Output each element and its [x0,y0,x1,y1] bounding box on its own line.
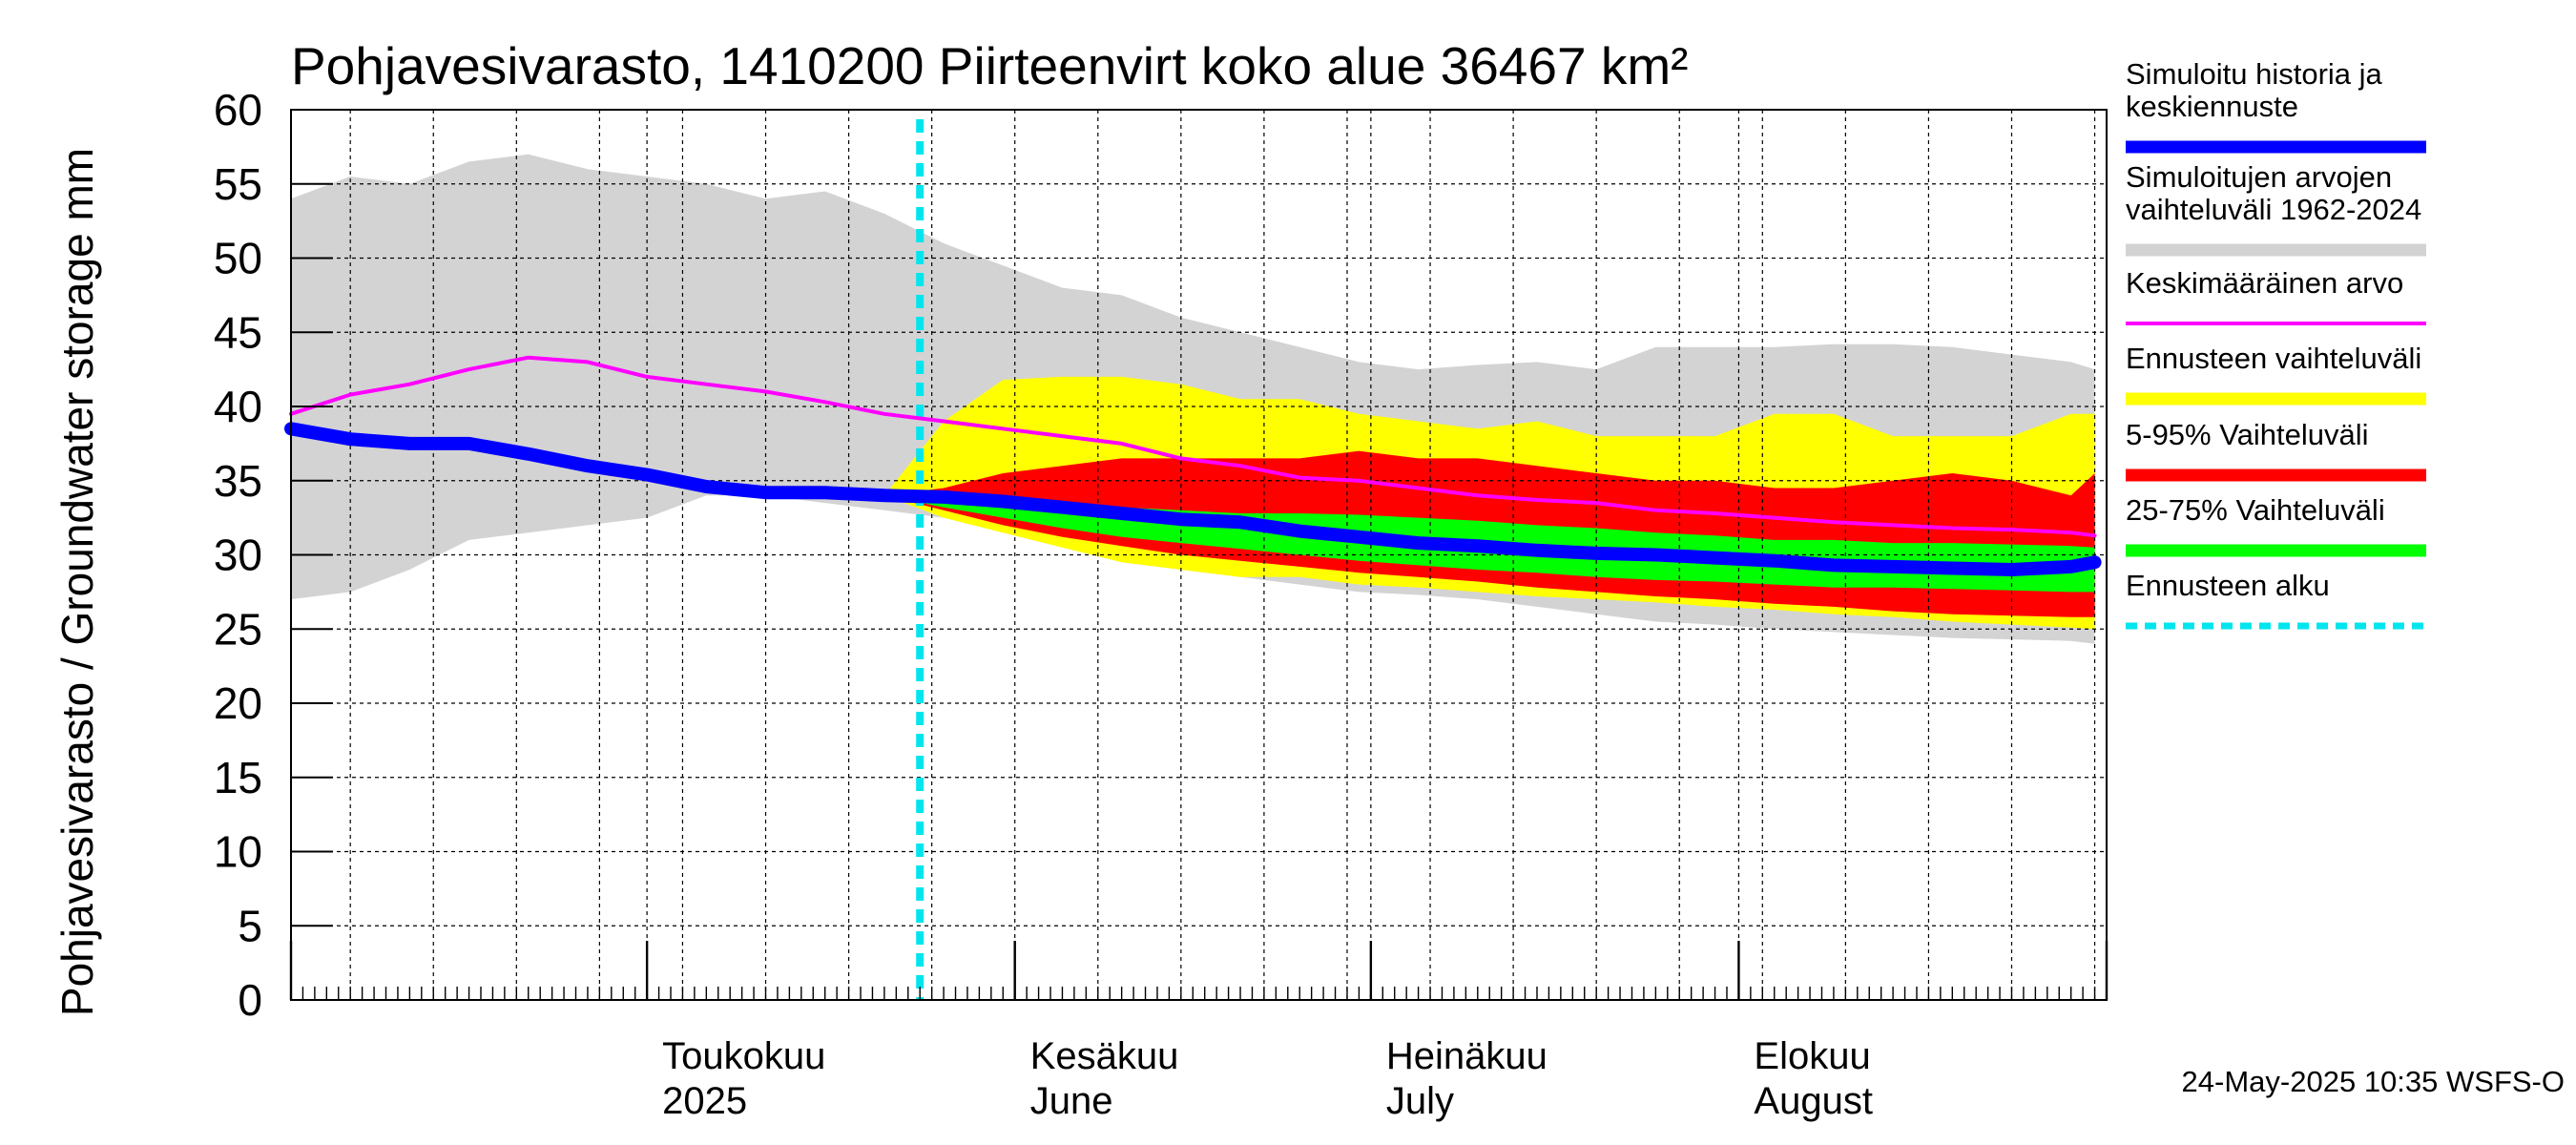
y-tick-label: 60 [214,85,262,135]
y-tick-labels: 0 5 10 15 20 25 30 35 40 45 50 55 60 [214,85,262,1025]
legend-label: keskiennuste [2126,90,2298,123]
y-tick-label: 20 [214,678,262,728]
y-tick-label: 45 [214,307,262,357]
month-label-fi: Toukokuu [662,1035,825,1077]
month-label-en: August [1754,1080,1873,1122]
y-tick-label: 10 [214,827,262,877]
legend-label: Ennusteen vaihteluväli [2126,342,2421,375]
y-axis-label: Pohjavesivarasto / Groundwater storage m… [52,148,102,1016]
y-tick-label: 55 [214,159,262,209]
average-line [289,355,2097,538]
legend-label: Simuloitu historia ja [2126,57,2383,91]
month-label-en: July [1386,1080,1454,1122]
line-layer [284,119,2102,1000]
y-tick-label: 40 [214,382,262,431]
legend-label: Simuloitujen arvojen [2126,160,2392,194]
legend-label: Ennusteen alku [2126,569,2330,602]
legend-label: vaihteluväli 1962-2024 [2126,193,2421,226]
month-label-fi: Kesäkuu [1030,1035,1179,1077]
y-tick-label: 5 [238,901,262,950]
mean-forecast-line [284,422,2102,576]
y-tick-label: 30 [214,531,262,580]
y-tick-label: 50 [214,234,262,283]
legend-label: 25-75% Vaihteluväli [2126,493,2385,527]
month-label-en: 2025 [662,1080,747,1122]
month-label-fi: Heinäkuu [1386,1035,1548,1077]
chart-title: Pohjavesivarasto, 1410200 Piirteenvirt k… [291,36,1688,95]
timestamp-footer: 24-May-2025 10:35 WSFS-O [2182,1065,2565,1098]
y-tick-label: 25 [214,604,262,654]
y-tick-label: 0 [238,975,262,1025]
legend-label: 5-95% Vaihteluväli [2126,418,2368,451]
month-label-en: June [1030,1080,1113,1122]
y-tick-label: 35 [214,456,262,506]
y-tick-label: 15 [214,753,262,802]
axes-layer [289,109,2109,1001]
legend-label: Keskimääräinen arvo [2126,266,2403,300]
grid-layer [291,110,2108,1000]
month-label-fi: Elokuu [1754,1035,1870,1077]
